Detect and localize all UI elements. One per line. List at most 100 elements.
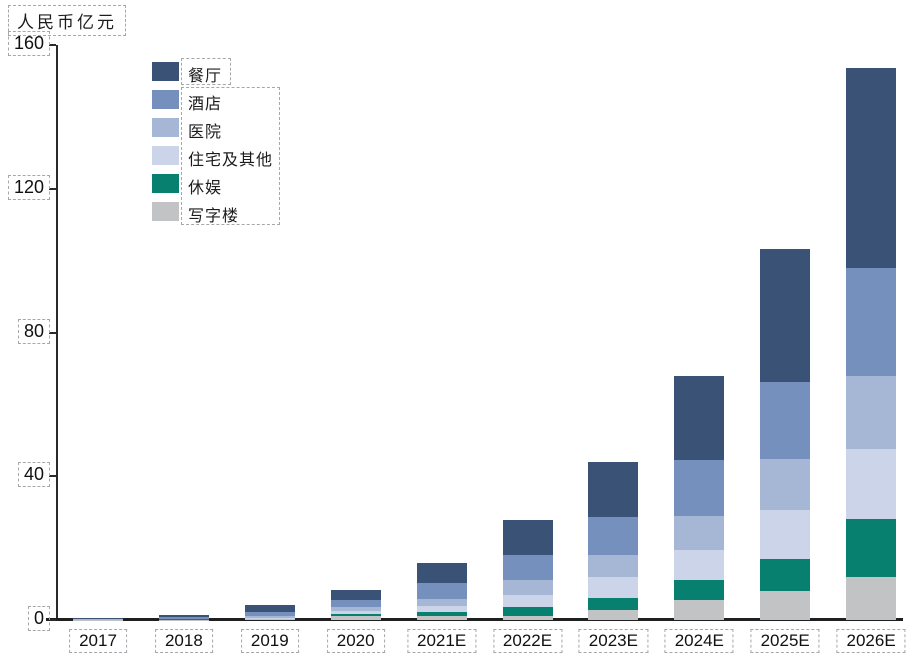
bar-segment-leisure-2022E <box>502 607 553 616</box>
y-tick-value: 120 <box>7 174 50 200</box>
bar-segment-hotel-2018 <box>158 617 209 619</box>
bar-2020 <box>330 589 381 620</box>
bar-segment-hospital-2024E <box>674 515 725 550</box>
bar-segment-residential-other-2026E <box>846 449 897 520</box>
bar-segment-hospital-2020 <box>330 607 381 612</box>
y-tick-value: 0 <box>27 606 50 631</box>
bar-segment-hospital-2021E <box>416 598 467 607</box>
x-tick-label-2020: 2020 <box>326 629 385 653</box>
bar-segment-hospital-2018 <box>158 618 209 620</box>
bar-2022E <box>502 520 553 620</box>
bar-segment-restaurant-2022E <box>502 520 553 555</box>
bar-2023E <box>588 461 639 620</box>
bar-segment-restaurant-2017 <box>73 618 123 619</box>
bar-segment-residential-other-2021E <box>416 606 467 613</box>
y-axis-line <box>56 45 58 620</box>
bar-segment-restaurant-2026E <box>846 68 897 268</box>
bar-segment-office-2023E <box>588 609 639 620</box>
bar-2018 <box>158 614 209 620</box>
x-tick-label-2022E: 2022E <box>492 629 563 653</box>
y-tick-value: 40 <box>17 462 50 488</box>
legend-annotation-box-first <box>181 58 231 85</box>
bar-2017 <box>73 618 123 620</box>
bar-segment-hotel-2022E <box>502 554 553 581</box>
bar-2021E <box>416 563 467 620</box>
bar-2026E <box>846 68 897 620</box>
y-tick-label-120: 120 <box>0 174 50 200</box>
bar-segment-residential-other-2024E <box>674 549 725 581</box>
legend-label-restaurant: 餐厅 <box>188 66 223 85</box>
bar-segment-restaurant-2024E <box>674 375 725 461</box>
x-tick-label-2026E: 2026E <box>836 629 906 653</box>
legend-swatch-residential-other <box>152 146 179 165</box>
legend-label-office: 写字楼 <box>188 206 240 225</box>
bar-segment-leisure-2025E <box>760 558 811 591</box>
bar-segment-hospital-2023E <box>588 554 639 577</box>
x-tick-label-2024E: 2024E <box>664 629 734 653</box>
x-tick-label-2023E: 2023E <box>578 629 648 653</box>
bar-segment-residential-other-2023E <box>588 576 639 599</box>
bar-segment-leisure-2020 <box>330 614 381 617</box>
bar-segment-hotel-2020 <box>330 599 381 608</box>
x-tick-label-2025E: 2025E <box>750 629 820 653</box>
bar-segment-hotel-2017 <box>73 618 123 620</box>
bar-segment-hotel-2021E <box>416 583 467 599</box>
y-tick-mark-40 <box>49 475 56 478</box>
bar-segment-office-2025E <box>760 590 811 620</box>
bar-segment-office-2021E <box>416 615 467 620</box>
bar-segment-restaurant-2020 <box>330 589 381 600</box>
bar-segment-leisure-2019 <box>244 618 295 620</box>
bar-segment-hospital-2026E <box>846 375 897 450</box>
legend-label-residential-other: 住宅及其他 <box>188 150 274 169</box>
bar-segment-restaurant-2023E <box>588 461 639 518</box>
legend-swatch-hospital <box>152 118 179 137</box>
bar-segment-hospital-2022E <box>502 580 553 595</box>
y-tick-label-0: 0 <box>0 606 50 631</box>
x-tick-label-2021E: 2021E <box>407 629 477 653</box>
bar-segment-hotel-2025E <box>760 382 811 460</box>
bar-segment-restaurant-2021E <box>416 563 467 584</box>
bar-segment-hospital-2019 <box>244 616 295 618</box>
legend-label-leisure: 休娱 <box>188 178 223 197</box>
bar-segment-leisure-2026E <box>846 519 897 577</box>
bar-segment-office-2020 <box>330 616 381 620</box>
bar-segment-hospital-2025E <box>760 459 811 510</box>
y-tick-label-160: 160 <box>0 31 50 56</box>
bar-segment-office-2024E <box>674 600 725 620</box>
legend-swatch-restaurant <box>152 62 179 81</box>
bar-segment-restaurant-2019 <box>244 604 295 612</box>
y-tick-mark-80 <box>49 331 56 334</box>
bar-segment-hotel-2019 <box>244 611 295 617</box>
bar-segment-residential-other-2020 <box>330 611 381 615</box>
bar-2025E <box>760 249 811 620</box>
y-tick-value: 80 <box>17 318 50 344</box>
x-tick-label-2019: 2019 <box>240 629 299 653</box>
legend-annotation-box-rest <box>181 87 280 225</box>
y-axis-unit-label: 人民币亿元 <box>8 5 126 36</box>
y-tick-value: 160 <box>7 31 50 56</box>
legend-swatch-office <box>152 202 179 221</box>
bar-segment-hotel-2026E <box>846 267 897 376</box>
bar-segment-leisure-2024E <box>674 580 725 601</box>
legend-label-hospital: 医院 <box>188 122 223 141</box>
y-tick-label-40: 40 <box>0 462 50 488</box>
legend-swatch-hotel <box>152 90 179 109</box>
bar-segment-office-2022E <box>502 615 553 620</box>
bar-segment-residential-other-2019 <box>244 617 295 619</box>
bar-segment-hotel-2023E <box>588 517 639 555</box>
bar-segment-restaurant-2025E <box>760 249 811 383</box>
bar-segment-office-2019 <box>244 619 295 620</box>
bar-segment-office-2026E <box>846 576 897 620</box>
bar-2024E <box>674 375 725 620</box>
y-tick-mark-160 <box>49 44 56 46</box>
bar-segment-restaurant-2018 <box>158 614 209 618</box>
bar-segment-residential-other-2025E <box>760 509 811 559</box>
y-tick-mark-0 <box>49 619 56 621</box>
y-tick-mark-120 <box>49 187 56 190</box>
legend-swatch-leisure <box>152 174 179 193</box>
legend-label-hotel: 酒店 <box>188 94 223 113</box>
x-axis-line <box>46 618 903 621</box>
bar-segment-residential-other-2022E <box>502 594 553 608</box>
x-tick-label-2018: 2018 <box>154 629 213 653</box>
